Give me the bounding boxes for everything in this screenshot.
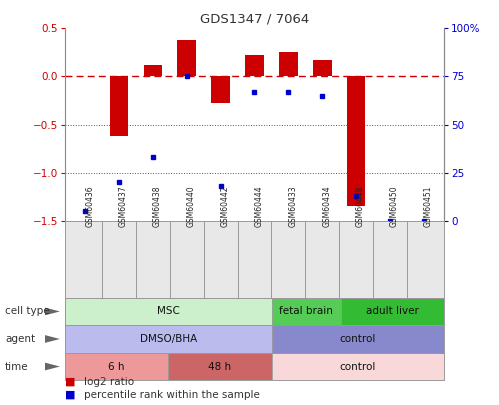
Bar (272, 298, 341, 325)
Text: GSM60438: GSM60438 (153, 185, 162, 227)
Text: GSM60451: GSM60451 (424, 185, 433, 227)
Text: ■: ■ (65, 390, 75, 400)
Bar (279, 52, 298, 77)
Text: GSM60448: GSM60448 (356, 185, 365, 227)
Text: 6 h: 6 h (108, 362, 125, 371)
Text: time: time (5, 362, 28, 371)
Bar (245, 55, 264, 77)
Text: GSM60433: GSM60433 (288, 185, 297, 227)
Text: MSC: MSC (157, 307, 180, 316)
Text: GSM60434: GSM60434 (322, 185, 331, 227)
Bar (313, 60, 331, 77)
Text: GSM60437: GSM60437 (119, 185, 128, 227)
Text: control: control (340, 362, 376, 371)
Bar (347, 77, 365, 206)
Text: log2 ratio: log2 ratio (84, 377, 134, 387)
Bar (272, 325, 444, 353)
Polygon shape (45, 362, 60, 371)
Text: GSM60440: GSM60440 (187, 185, 196, 227)
Bar (144, 65, 162, 77)
Bar (65, 325, 272, 353)
Text: percentile rank within the sample: percentile rank within the sample (84, 390, 259, 400)
Text: control: control (340, 334, 376, 344)
Text: adult liver: adult liver (366, 307, 419, 316)
Polygon shape (45, 335, 60, 343)
Polygon shape (45, 307, 60, 315)
Text: GSM60436: GSM60436 (85, 185, 94, 227)
Bar (65, 298, 272, 325)
Bar (168, 353, 272, 380)
Text: DMSO/BHA: DMSO/BHA (140, 334, 197, 344)
Text: 48 h: 48 h (209, 362, 232, 371)
Text: cell type: cell type (5, 307, 49, 316)
Title: GDS1347 / 7064: GDS1347 / 7064 (200, 13, 309, 26)
Text: fetal brain: fetal brain (279, 307, 333, 316)
Text: GSM60450: GSM60450 (390, 185, 399, 227)
Text: agent: agent (5, 334, 35, 344)
Bar (211, 77, 230, 103)
Bar (65, 353, 168, 380)
Bar (341, 298, 444, 325)
Bar (272, 353, 444, 380)
Bar (178, 40, 196, 77)
Text: GSM60444: GSM60444 (254, 185, 263, 227)
Bar (110, 77, 128, 136)
Text: GSM60442: GSM60442 (221, 185, 230, 227)
Text: ■: ■ (65, 377, 75, 387)
